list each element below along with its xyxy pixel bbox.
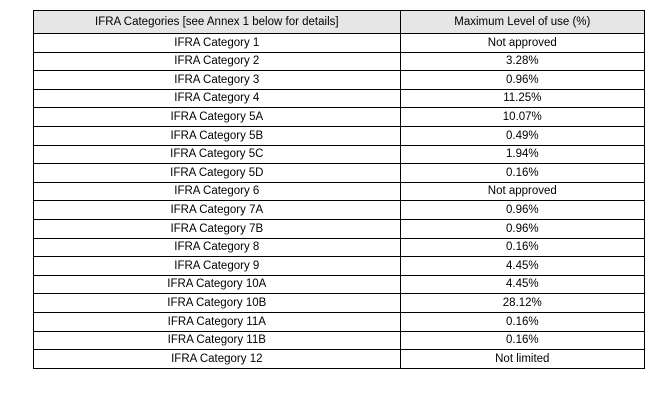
table-row: IFRA Category 3 0.96%: [33, 70, 646, 90]
table-row: IFRA Category 1 Not approved: [33, 33, 646, 53]
max-level-cell: 4.45%: [399, 256, 646, 276]
category-cell: IFRA Category 10A: [33, 274, 401, 295]
category-cell: IFRA Category 11A: [33, 311, 401, 332]
max-level-cell: 1.94%: [399, 144, 646, 165]
column-header-categories: IFRA Categories [see Annex 1 below for d…: [33, 10, 401, 34]
table-row: IFRA Category 9 4.45%: [33, 256, 646, 276]
category-cell: IFRA Category 3: [33, 70, 401, 90]
category-cell: IFRA Category 8: [33, 237, 401, 258]
table-row: IFRA Category 5C 1.94%: [33, 144, 646, 165]
max-level-cell: 11.25%: [399, 88, 646, 109]
category-cell: IFRA Category 10B: [33, 293, 401, 313]
max-level-cell: 0.16%: [399, 330, 646, 351]
table-row: IFRA Category 2 3.28%: [33, 51, 646, 72]
category-cell: IFRA Category 6: [33, 181, 401, 202]
category-cell: IFRA Category 4: [33, 88, 401, 109]
max-level-cell: Not approved: [399, 181, 646, 202]
category-cell: IFRA Category 5C: [33, 144, 401, 165]
column-header-max-level: Maximum Level of use (%): [399, 10, 646, 34]
table-header: IFRA Categories [see Annex 1 below for d…: [33, 10, 646, 34]
max-level-cell: 0.96%: [399, 218, 646, 239]
category-cell: IFRA Category 7B: [33, 218, 401, 239]
header-row: IFRA Categories [see Annex 1 below for d…: [33, 10, 646, 34]
category-cell: IFRA Category 7A: [33, 200, 401, 220]
max-level-cell: Not approved: [399, 33, 646, 53]
category-cell: IFRA Category 2: [33, 51, 401, 72]
table-row: IFRA Category 6 Not approved: [33, 181, 646, 202]
max-level-cell: 0.16%: [399, 237, 646, 258]
category-cell: IFRA Category 5D: [33, 163, 401, 183]
max-level-cell: 28.12%: [399, 293, 646, 313]
max-level-cell: 0.49%: [399, 125, 646, 146]
max-level-cell: 4.45%: [399, 274, 646, 295]
table-row: IFRA Category 10B 28.12%: [33, 293, 646, 313]
table-row: IFRA Category 5B 0.49%: [33, 125, 646, 146]
category-cell: IFRA Category 1: [33, 33, 401, 53]
category-cell: IFRA Category 5B: [33, 125, 401, 146]
ifra-categories-table: IFRA Categories [see Annex 1 below for d…: [33, 10, 646, 369]
max-level-cell: 0.96%: [399, 70, 646, 90]
category-cell: IFRA Category 11B: [33, 330, 401, 351]
table-row: IFRA Category 11B 0.16%: [33, 330, 646, 351]
table-row: IFRA Category 5A 10.07%: [33, 107, 646, 127]
table-body: IFRA Category 1 Not approved IFRA Category…: [33, 33, 646, 369]
max-level-cell: 0.96%: [399, 200, 646, 220]
max-level-cell: 0.16%: [399, 163, 646, 183]
table-row: IFRA Category 8 0.16%: [33, 237, 646, 258]
category-cell: IFRA Category 9: [33, 256, 401, 276]
table-row: IFRA Category 12 Not limited: [33, 349, 646, 369]
table-row: IFRA Category 11A 0.16%: [33, 311, 646, 332]
category-cell: IFRA Category 5A: [33, 107, 401, 127]
category-cell: IFRA Category 12: [33, 349, 401, 369]
max-level-cell: 10.07%: [399, 107, 646, 127]
table-row: IFRA Category 10A 4.45%: [33, 274, 646, 295]
table-row: IFRA Category 7B 0.96%: [33, 218, 646, 239]
max-level-cell: 0.16%: [399, 311, 646, 332]
table-row: IFRA Category 5D 0.16%: [33, 163, 646, 183]
table-row: IFRA Category 4 11.25%: [33, 88, 646, 109]
max-level-cell: Not limited: [399, 349, 646, 369]
max-level-cell: 3.28%: [399, 51, 646, 72]
table-row: IFRA Category 7A 0.96%: [33, 200, 646, 220]
